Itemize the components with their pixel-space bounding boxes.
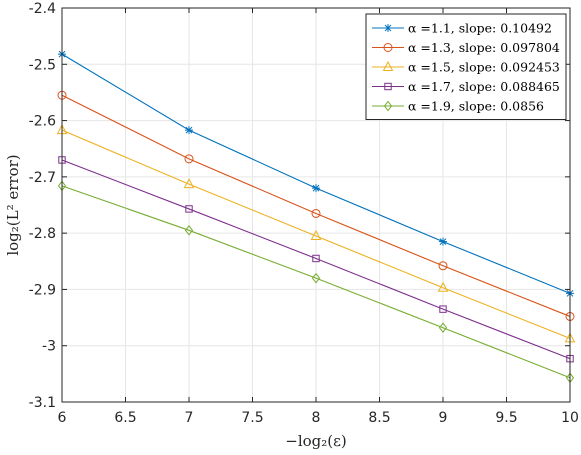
data-point bbox=[384, 82, 392, 91]
legend[interactable]: α =1.1, slope: 0.10492 α =1.3, slope: 0.0… bbox=[365, 13, 567, 120]
series-line bbox=[61, 129, 571, 339]
x-tick-label: 6.5 bbox=[114, 410, 136, 426]
series-line bbox=[61, 159, 571, 360]
y-axis-label: log₂(L² error) bbox=[4, 154, 22, 255]
data-point bbox=[183, 178, 195, 189]
series bbox=[58, 50, 574, 298]
y-tick-label: -2.9 bbox=[29, 282, 56, 298]
data-point bbox=[384, 24, 392, 32]
y-tick-label: -3 bbox=[42, 339, 56, 355]
data-point bbox=[184, 154, 194, 164]
x-tick-label: 10 bbox=[561, 410, 579, 426]
y-tick-label: -2.8 bbox=[29, 226, 56, 242]
legend-item[interactable]: α =1.1, slope: 0.10492 bbox=[372, 21, 552, 36]
legend-item[interactable]: α =1.5, slope: 0.092453 bbox=[372, 60, 560, 75]
axis-ticks: 6 6.5 7 7.5 8 8.5 9 9.5 10 -2.4 -2.5 -2.6 -2.7 -2.8 -2… bbox=[29, 1, 579, 426]
y-tick-label: -2.6 bbox=[29, 114, 56, 130]
data-point bbox=[310, 229, 322, 240]
data-point bbox=[438, 261, 448, 271]
data-point bbox=[312, 254, 320, 263]
y-tick-label: -2.7 bbox=[29, 170, 56, 186]
data-point bbox=[439, 305, 447, 313]
x-tick-label: 9.5 bbox=[495, 410, 517, 426]
legend-label: α =1.7, slope: 0.088465 bbox=[408, 79, 560, 94]
data-point bbox=[184, 225, 194, 236]
legend-label: α =1.3, slope: 0.097804 bbox=[408, 40, 560, 55]
x-tick-label: 6 bbox=[58, 410, 67, 426]
x-tick-label: 8 bbox=[312, 410, 321, 426]
legend-item[interactable]: α =1.3, slope: 0.097804 bbox=[372, 40, 560, 55]
legend-label: α =1.9, slope: 0.0856 bbox=[408, 99, 544, 114]
data-point bbox=[311, 272, 321, 284]
y-tick-label: -3.1 bbox=[29, 395, 56, 411]
series-line bbox=[61, 185, 571, 379]
data-point bbox=[437, 281, 449, 292]
x-tick-label: 7.5 bbox=[241, 410, 263, 426]
data-point bbox=[185, 126, 193, 135]
x-tick-label: 9 bbox=[439, 410, 448, 426]
y-tick-label: -2.5 bbox=[29, 57, 56, 73]
data-point bbox=[438, 322, 448, 334]
data-point bbox=[382, 60, 394, 71]
legend-item[interactable]: α =1.9, slope: 0.0856 bbox=[372, 99, 544, 114]
legend-item[interactable]: α =1.7, slope: 0.088465 bbox=[372, 79, 560, 94]
data-point bbox=[383, 43, 393, 52]
plot-area bbox=[56, 50, 576, 384]
x-axis-label: −log₂(ε) bbox=[285, 432, 347, 450]
x-tick-label: 8.5 bbox=[368, 410, 390, 426]
x-tick-label: 7 bbox=[185, 410, 194, 426]
legend-label: α =1.5, slope: 0.092453 bbox=[408, 60, 560, 75]
data-point bbox=[311, 208, 321, 218]
legend-label: α =1.1, slope: 0.10492 bbox=[408, 21, 552, 36]
data-point bbox=[439, 237, 447, 246]
data-point bbox=[383, 100, 393, 112]
y-tick-label: -2.4 bbox=[29, 1, 56, 17]
data-point bbox=[312, 184, 320, 193]
series-line bbox=[61, 94, 571, 317]
series bbox=[56, 124, 576, 343]
data-point bbox=[185, 205, 193, 213]
